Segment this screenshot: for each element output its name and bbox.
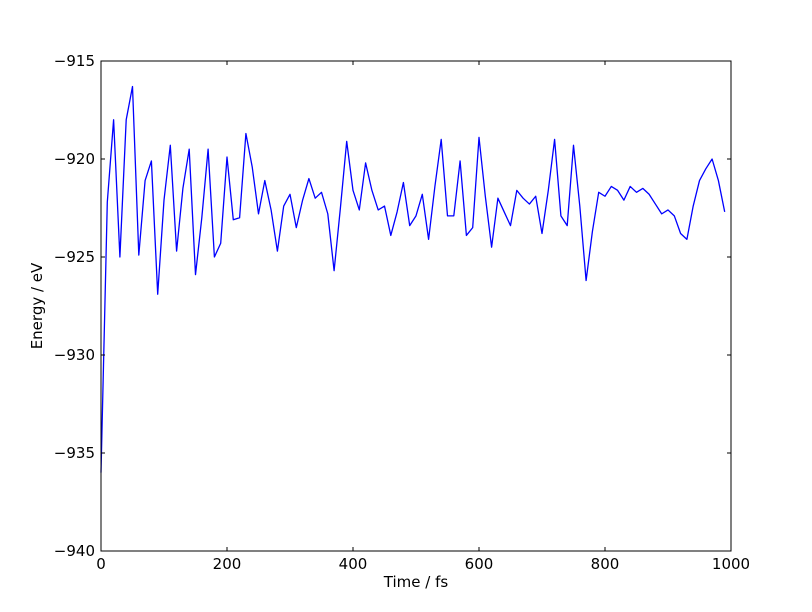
y-tick-label: −915 [54, 52, 95, 70]
x-tick-label: 0 [96, 555, 106, 573]
y-tick-label: −940 [54, 542, 95, 560]
plot-frame [100, 60, 732, 552]
y-axis-label: Energy / eV [28, 262, 46, 349]
y-tick-label: −935 [54, 444, 95, 462]
x-tick-label: 600 [465, 555, 494, 573]
series-line-1 [100, 85, 726, 473]
plot-area [100, 85, 726, 473]
x-tick-label: 200 [213, 555, 242, 573]
x-tick-label: 800 [591, 555, 620, 573]
x-tick-label: 400 [339, 555, 368, 573]
x-tick-label: 1000 [712, 555, 750, 573]
y-tick-label: −930 [54, 346, 95, 364]
y-tick-label: −925 [54, 248, 95, 266]
x-axis-label: Time / fs [383, 573, 449, 591]
y-tick-label: −920 [54, 150, 95, 168]
axis-ticks: 0 200 400 600 800 1000 −915 −920 −925 −930 −935 −94… [54, 52, 750, 573]
